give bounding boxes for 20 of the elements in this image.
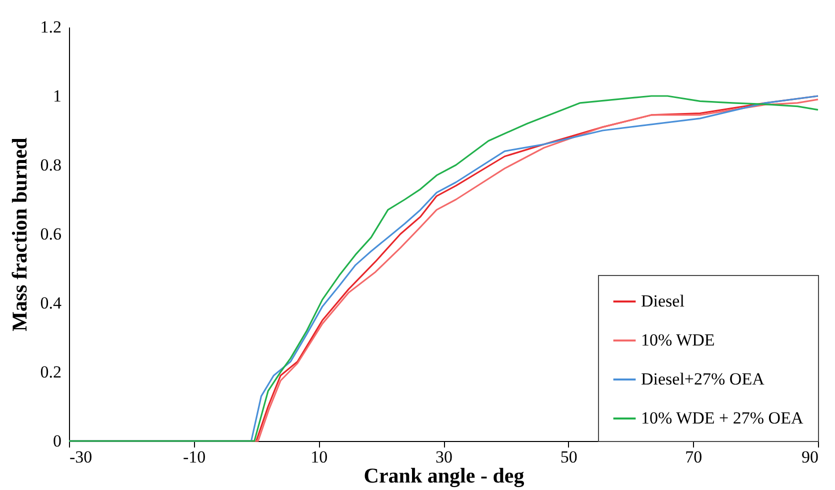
legend-label: Diesel+27% OEA xyxy=(641,370,766,388)
x-tick-label: -30 xyxy=(70,448,92,466)
y-axis-title: Mass fraction burned xyxy=(7,137,32,332)
x-tick-label: -10 xyxy=(182,448,206,466)
x-tick-label: 90 xyxy=(802,448,818,466)
x-tick-label: 70 xyxy=(685,448,702,466)
y-tick-label: 0.2 xyxy=(40,362,62,382)
y-tick-label: 0.4 xyxy=(40,294,62,312)
x-tick-label: 30 xyxy=(436,448,452,466)
x-tick-label: 50 xyxy=(560,448,578,466)
x-axis-title: Crank angle - deg xyxy=(364,464,525,488)
legend-label: Diesel xyxy=(641,292,685,310)
y-tick-label: 0 xyxy=(53,432,62,450)
legend-label: 10% WDE xyxy=(641,330,715,350)
y-tick-label: 0.8 xyxy=(40,156,62,174)
y-tick-label: 1 xyxy=(53,86,62,106)
legend-label: 10% WDE + 27% OEA xyxy=(641,408,804,428)
y-tick-label: 1.2 xyxy=(40,18,62,36)
x-tick-label: 10 xyxy=(310,448,328,466)
y-tick-label: 0.6 xyxy=(40,224,62,244)
